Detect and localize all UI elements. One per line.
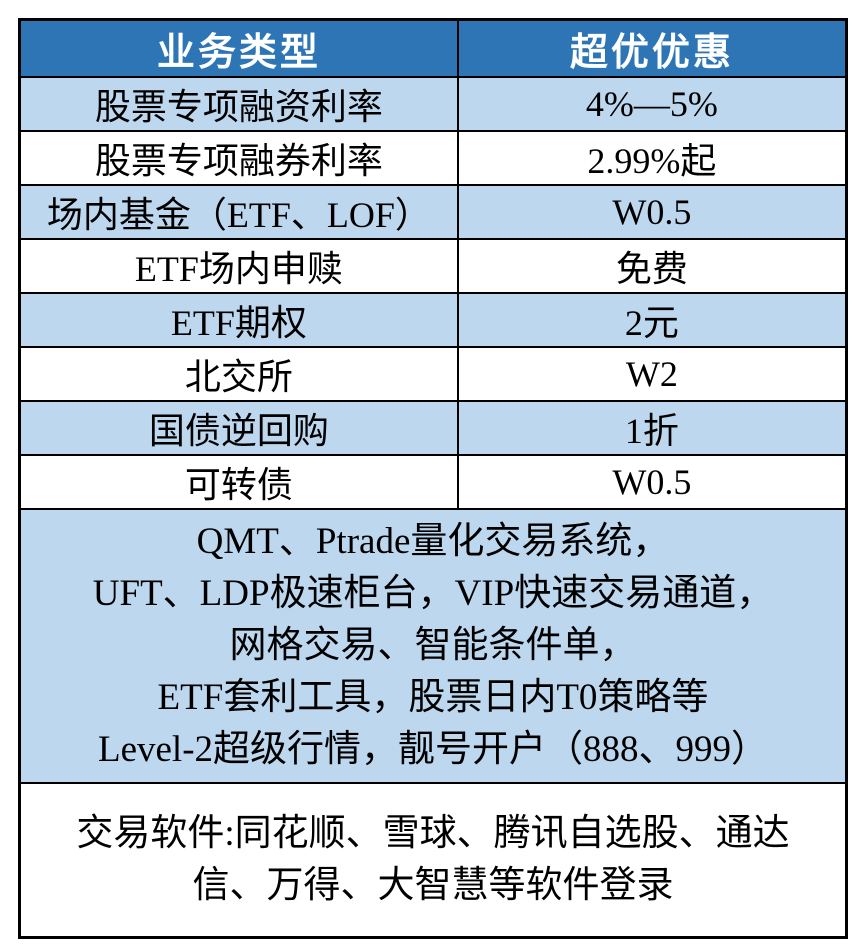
features-cell: QMT、Ptrade量化交易系统， UFT、LDP极速柜台，VIP快速交易通道，…: [18, 508, 848, 784]
header-business-type: 业务类型: [18, 18, 459, 78]
row-value: 4%—5%: [456, 76, 848, 132]
row-value: 免费: [456, 238, 848, 294]
software-line: 信、万得、大智慧等软件登录: [192, 865, 674, 906]
table-row: ETF期权 2元: [18, 292, 848, 348]
feature-line: QMT、Ptrade量化交易系统，: [196, 521, 670, 562]
header-discount: 超优优惠: [456, 18, 848, 78]
row-label: 场内基金（ETF、LOF）: [18, 184, 459, 240]
row-label: 股票专项融券利率: [18, 130, 459, 186]
row-value: W0.5: [456, 184, 848, 240]
software-line: 交易软件:同花顺、雪球、腾讯自选股、通达: [76, 813, 790, 854]
row-label: 可转债: [18, 454, 459, 510]
row-label: 股票专项融资利率: [18, 76, 459, 132]
software-row: 交易软件:同花顺、雪球、腾讯自选股、通达 信、万得、大智慧等软件登录: [18, 782, 848, 939]
table-row: 可转债 W0.5: [18, 454, 848, 510]
row-value: W2: [456, 346, 848, 402]
feature-line: 网格交易、智能条件单，: [229, 625, 637, 666]
row-label: 国债逆回购: [18, 400, 459, 456]
software-cell: 交易软件:同花顺、雪球、腾讯自选股、通达 信、万得、大智慧等软件登录: [18, 782, 848, 939]
row-value: W0.5: [456, 454, 848, 510]
feature-line: UFT、LDP极速柜台，VIP快速交易通道，: [92, 573, 774, 614]
feature-line: ETF套利工具，股票日内T0策略等: [157, 677, 709, 718]
table-row: ETF场内申赎 免费: [18, 238, 848, 294]
row-value: 2.99%起: [456, 130, 848, 186]
row-label: 北交所: [18, 346, 459, 402]
table-row: 北交所 W2: [18, 346, 848, 402]
table-row: 场内基金（ETF、LOF） W0.5: [18, 184, 848, 240]
row-value: 1折: [456, 400, 848, 456]
pricing-table: 业务类型 超优优惠 股票专项融资利率 4%—5% 股票专项融券利率 2.99%起…: [18, 18, 848, 939]
features-row: QMT、Ptrade量化交易系统， UFT、LDP极速柜台，VIP快速交易通道，…: [18, 508, 848, 784]
feature-line: Level-2超级行情，靓号开户（888、999）: [97, 729, 769, 770]
row-label: ETF场内申赎: [18, 238, 459, 294]
header-row: 业务类型 超优优惠: [18, 18, 848, 78]
table-row: 股票专项融券利率 2.99%起: [18, 130, 848, 186]
row-value: 2元: [456, 292, 848, 348]
row-label: ETF期权: [18, 292, 459, 348]
table-row: 国债逆回购 1折: [18, 400, 848, 456]
table-row: 股票专项融资利率 4%—5%: [18, 76, 848, 132]
